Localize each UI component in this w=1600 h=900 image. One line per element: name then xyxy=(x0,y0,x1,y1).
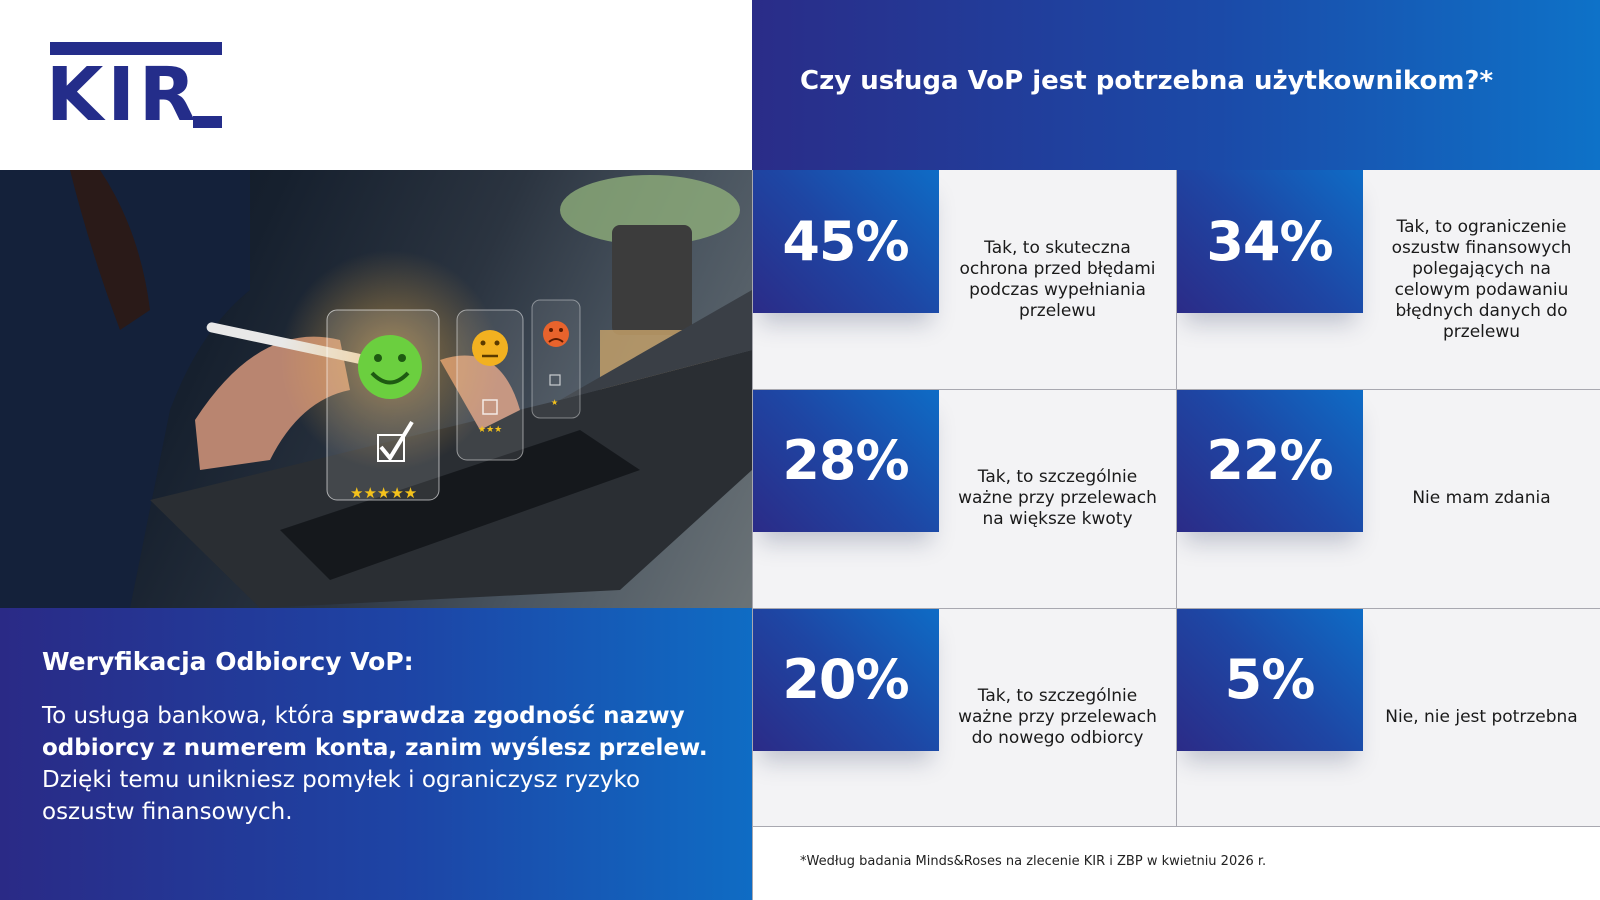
grid-divider xyxy=(752,608,1600,609)
description-panel xyxy=(0,608,752,900)
stat-card: 45% Tak, to skuteczna ochrona przed błęd… xyxy=(752,170,1176,389)
survey-question: Czy usługa VoP jest potrzebna użytkownik… xyxy=(800,66,1494,96)
stat-percent: 22% xyxy=(1206,429,1333,492)
stat-percent: 5% xyxy=(1224,648,1316,711)
svg-text:★: ★ xyxy=(551,398,558,407)
stat-card: 28% Tak, to szczególnie ważne przy przel… xyxy=(752,389,1176,608)
logo-panel: KIR xyxy=(0,0,752,170)
grid-divider xyxy=(1176,170,1177,827)
stat-card: 34% Tak, to ograniczenie oszustw finanso… xyxy=(1176,170,1600,389)
stat-answer: Tak, to ograniczenie oszustw finansowych… xyxy=(1391,216,1572,342)
stat-card: 20% Tak, to szczególnie ważne przy przel… xyxy=(752,608,1176,827)
description-title: Weryfikacja Odbiorcy VoP: xyxy=(42,647,414,676)
grid-divider xyxy=(752,170,753,900)
hero-photo: ★★★★★ ★★★ ★ xyxy=(0,170,752,608)
stat-answer: Tak, to szczególnie ważne przy przelewac… xyxy=(958,467,1157,529)
stat-answer: Nie, nie jest potrzebna xyxy=(1385,707,1578,727)
logo-underscore xyxy=(193,116,222,128)
description-intro: To usługa bankowa, która xyxy=(42,703,342,729)
grid-divider xyxy=(752,826,1600,827)
logo-top-bar xyxy=(50,42,222,55)
stat-percent: 28% xyxy=(782,429,909,492)
results-grid: 45% Tak, to skuteczna ochrona przed błęd… xyxy=(752,170,1600,900)
grid-divider xyxy=(752,389,1600,390)
percent-box xyxy=(1176,389,1363,532)
svg-text:★★★: ★★★ xyxy=(478,425,502,435)
percent-box xyxy=(1176,170,1363,313)
stat-answer: Nie mam zdania xyxy=(1412,488,1551,508)
stat-answer: Tak, to szczególnie ważne przy przelewac… xyxy=(958,686,1157,748)
kir-logo: KIR xyxy=(46,52,200,138)
question-header xyxy=(752,0,1600,170)
description-bold: sprawdza zgodność nazwy odbiorcy z numer… xyxy=(42,703,708,761)
percent-box xyxy=(752,389,939,532)
percent-box xyxy=(1176,608,1363,751)
description-outro: Dzięki temu unikniesz pomyłek i ogranicz… xyxy=(42,767,641,825)
percent-box xyxy=(752,608,939,751)
stat-card: 22% Nie mam zdania xyxy=(1176,389,1600,608)
svg-text:★★★★★: ★★★★★ xyxy=(350,484,417,502)
description-body: To usługa bankowa, która sprawdza zgodno… xyxy=(42,700,722,828)
laptop-feedback-illustration: ★★★★★ ★★★ ★ xyxy=(0,170,752,608)
percent-box xyxy=(752,170,939,313)
stat-answer: Tak, to skuteczna ochrona przed błędami … xyxy=(959,237,1156,321)
stat-card: 5% Nie, nie jest potrzebna xyxy=(1176,608,1600,827)
stat-percent: 45% xyxy=(782,210,909,273)
stat-percent: 34% xyxy=(1206,210,1333,273)
survey-source-footnote: *Według badania Minds&Roses na zlecenie … xyxy=(800,854,1267,869)
stat-percent: 20% xyxy=(782,648,909,711)
